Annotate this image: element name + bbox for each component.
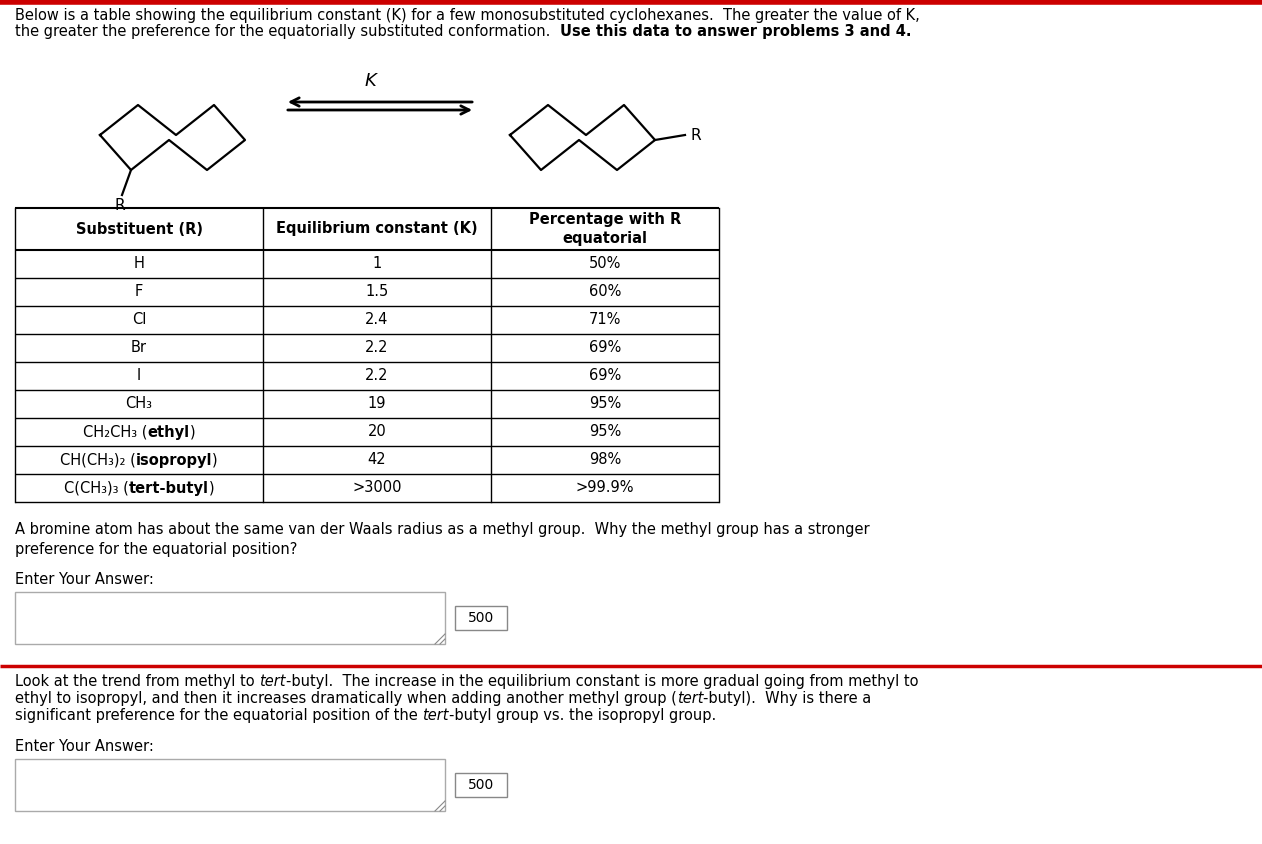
Text: C(CH₃)₃ (: C(CH₃)₃ ( (64, 480, 129, 495)
Text: 50%: 50% (589, 257, 621, 272)
Bar (456, 773, 507, 797)
Text: 95%: 95% (589, 425, 621, 440)
Text: 2.2: 2.2 (365, 369, 389, 383)
Text: ethyl: ethyl (148, 425, 189, 440)
Text: Substituent (R): Substituent (R) (76, 221, 202, 236)
Text: CH₃: CH₃ (125, 397, 153, 412)
Text: 95%: 95% (589, 397, 621, 412)
Text: CH₂CH₃ (: CH₂CH₃ ( (83, 425, 148, 440)
Text: Enter Your Answer:: Enter Your Answer: (15, 739, 154, 754)
Text: -butyl.  The increase in the equilibrium constant is more gradual going from met: -butyl. The increase in the equilibrium … (285, 674, 919, 689)
Text: significant preference for the equatorial position of the: significant preference for the equatoria… (15, 708, 423, 723)
Text: A bromine atom has about the same van der Waals radius as a methyl group.  Why t: A bromine atom has about the same van de… (15, 522, 870, 557)
Text: Enter Your Answer:: Enter Your Answer: (15, 572, 154, 587)
Text: 1: 1 (372, 257, 381, 272)
Text: R: R (115, 198, 125, 213)
Text: 98%: 98% (589, 452, 621, 468)
Text: 60%: 60% (589, 284, 621, 300)
Text: 69%: 69% (589, 369, 621, 383)
Text: tert: tert (259, 674, 285, 689)
Text: 500: 500 (468, 778, 495, 792)
Text: >99.9%: >99.9% (575, 480, 635, 495)
Text: 1.5: 1.5 (366, 284, 389, 300)
Text: R: R (690, 127, 700, 143)
Text: tert: tert (423, 708, 449, 723)
Text: H: H (134, 257, 144, 272)
Text: 2.4: 2.4 (365, 312, 389, 327)
Text: 2.2: 2.2 (365, 340, 389, 355)
Text: >3000: >3000 (352, 480, 401, 495)
Text: 500: 500 (468, 611, 495, 625)
Text: 69%: 69% (589, 340, 621, 355)
Text: Equilibrium constant (K): Equilibrium constant (K) (276, 221, 478, 236)
Bar (15, 592, 445, 644)
Text: Look at the trend from methyl to: Look at the trend from methyl to (15, 674, 259, 689)
Text: isopropyl: isopropyl (136, 452, 212, 468)
Text: CH(CH₃)₂ (: CH(CH₃)₂ ( (61, 452, 136, 468)
Text: the greater the preference for the equatorially substituted conformation.: the greater the preference for the equat… (15, 24, 559, 39)
Text: 19: 19 (367, 397, 386, 412)
Text: 71%: 71% (589, 312, 621, 327)
Text: Percentage with R: Percentage with R (529, 212, 681, 227)
Text: Br: Br (131, 340, 146, 355)
Text: ethyl to isopropyl, and then it increases dramatically when adding another methy: ethyl to isopropyl, and then it increase… (15, 691, 676, 706)
Text: F: F (135, 284, 143, 300)
Text: -butyl group vs. the isopropyl group.: -butyl group vs. the isopropyl group. (449, 708, 716, 723)
Text: ): ) (189, 425, 196, 440)
Text: 42: 42 (367, 452, 386, 468)
Bar (456, 606, 507, 630)
Bar (15, 759, 445, 811)
Text: ): ) (212, 452, 218, 468)
Text: I: I (136, 369, 141, 383)
Text: tert: tert (676, 691, 703, 706)
Text: equatorial: equatorial (563, 230, 647, 246)
Text: 20: 20 (367, 425, 386, 440)
Text: tert-butyl: tert-butyl (129, 480, 208, 495)
Text: K: K (365, 72, 376, 90)
Text: -butyl).  Why is there a: -butyl). Why is there a (703, 691, 872, 706)
Text: Use this data to answer problems 3 and 4.: Use this data to answer problems 3 and 4… (559, 24, 911, 39)
Text: Below is a table showing the equilibrium constant (K) for a few monosubstituted : Below is a table showing the equilibrium… (15, 8, 920, 23)
Text: Cl: Cl (131, 312, 146, 327)
Text: ): ) (208, 480, 215, 495)
